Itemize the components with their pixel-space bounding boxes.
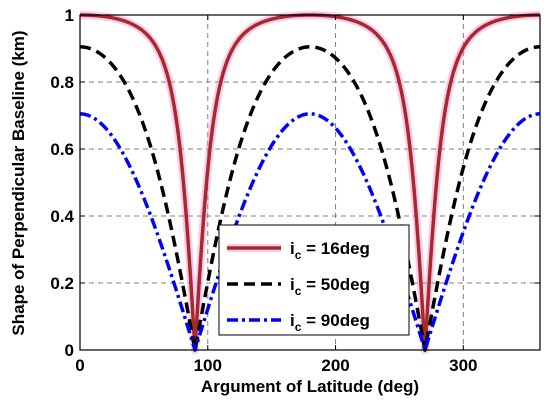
- x-tick-label: 200: [321, 356, 349, 375]
- legend: ic = 16deg ic = 50deg ic = 90deg: [218, 224, 410, 336]
- x-tick-label: 0: [75, 356, 84, 375]
- x-tick-label: 300: [449, 356, 477, 375]
- y-tick-label: 0: [65, 341, 74, 360]
- y-tick-label: 0.4: [50, 207, 74, 226]
- tick-labels: 0 100 200 300 0 0.2 0.4 0.6 0.8 1: [50, 6, 477, 375]
- ticks: [79, 14, 540, 351]
- y-tick-label: 0.2: [50, 274, 74, 293]
- y-tick-label: 0.6: [50, 140, 74, 159]
- legend-box: [218, 224, 410, 336]
- y-axis-label: Shape of Perpendicular Baseline (km): [9, 30, 28, 335]
- legend-label-2: ic = 50deg: [290, 275, 370, 298]
- y-tick-label: 1: [65, 6, 74, 25]
- x-axis-label: Argument of Latitude (deg): [201, 377, 419, 396]
- y-tick-label: 0.8: [50, 73, 74, 92]
- x-tick-label: 100: [194, 356, 222, 375]
- plot-frame: [79, 14, 541, 351]
- legend-label-1: ic = 16deg: [290, 239, 370, 262]
- series-2-line: [78, 45, 542, 352]
- legend-label-3: ic = 90deg: [290, 311, 370, 334]
